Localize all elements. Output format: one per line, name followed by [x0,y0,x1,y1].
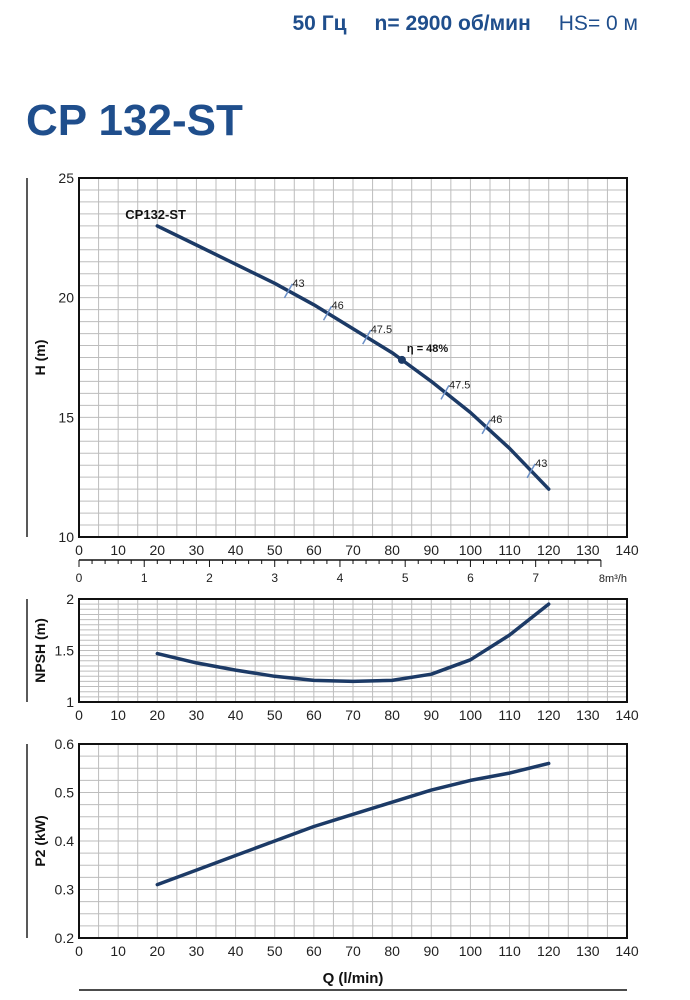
x-tick-label: 20 [149,707,165,723]
x-tick-label: 30 [189,707,205,723]
efficiency-tick [440,384,450,400]
y-tick-label: 10 [58,529,74,545]
efficiency-label: 46 [332,300,344,312]
y-tick-label: 1 [66,694,74,710]
y-tick-label: 20 [58,290,74,306]
x-tick-label: 120 [537,943,561,959]
x-tick-label: 70 [345,707,361,723]
secondary-tick-label: 4 [337,571,344,585]
series-line-npsh [155,602,551,684]
x-tick-label: 100 [459,943,483,959]
x-tick-label: 80 [384,707,400,723]
frequency: 50 Гц [292,12,347,35]
efficiency-tick [322,305,333,321]
best-efficiency-label: η = 48% [407,343,448,355]
x-tick-label: 100 [459,542,483,558]
x-tick-label: 10 [110,542,126,558]
y-tick-label: 1.5 [55,643,75,659]
efficiency-tick [362,329,372,345]
x-tick-label: 110 [498,542,521,558]
secondary-tick-label: 7 [532,571,539,585]
suction-height: HS= 0 м [558,12,638,35]
plot-frame [78,743,628,939]
secondary-tick-label: 6 [467,571,474,585]
x-tick-label: 130 [576,542,600,558]
plot-frame [78,598,628,703]
secondary-tick-label: 3 [271,571,278,585]
y-tick-label: 15 [58,409,74,425]
secondary-tick-label: 0 [76,571,83,585]
pump-model-title: CP 132-ST [26,96,243,145]
series-label: CP132-ST [125,207,186,222]
y-tick-label: 0.5 [55,785,75,801]
series-line-head [155,224,551,491]
x-tick-label: 0 [75,707,83,723]
x-tick-label: 20 [149,542,165,558]
x-tick-label: 50 [267,707,283,723]
efficiency-label: 43 [292,278,304,290]
x-tick-label: 80 [384,542,400,558]
x-tick-label: 60 [306,542,322,558]
x-tick-label: 30 [189,943,205,959]
y-axis-label: P2 (kW) [32,815,48,866]
x-tick-label: 130 [576,943,600,959]
x-tick-label: 90 [423,542,439,558]
efficiency-label: 47.5 [371,324,392,336]
x-tick-label: 110 [498,707,521,723]
x-tick-label: 0 [75,542,83,558]
efficiency-tick [526,463,536,479]
best-efficiency-point [397,355,406,364]
speed: n= 2900 об/мин [374,12,531,35]
secondary-tick-label: 5 [402,571,409,585]
y-axis-label: H (m) [32,340,48,376]
x-tick-label: 120 [537,542,561,558]
y-tick-label: 0.3 [55,882,75,898]
x-tick-label: 60 [306,707,322,723]
x-tick-label: 50 [267,542,283,558]
x-tick-label: 110 [498,943,521,959]
secondary-tick-label: 2 [206,571,213,585]
efficiency-tick [481,419,491,435]
efficiency-label: 47.5 [449,379,470,391]
x-tick-label: 140 [615,542,639,558]
x-tick-label: 140 [615,943,639,959]
x-tick-label: 80 [384,943,400,959]
y-axis-label: NPSH (m) [32,618,48,683]
x-tick-label: 0 [75,943,83,959]
y-tick-label: 0.4 [55,833,75,849]
x-tick-label: 30 [189,542,205,558]
x-tick-label: 120 [537,707,561,723]
x-axis-label: Q (l/min) [323,970,384,987]
x-tick-label: 40 [228,943,244,959]
x-tick-label: 40 [228,542,244,558]
efficiency-label: 46 [490,414,502,426]
efficiency-tick [283,283,294,299]
efficiency-label: 43 [535,458,547,470]
x-tick-label: 140 [615,707,639,723]
operating-conditions: 50 Гц n= 2900 об/мин HS= 0 м [265,12,639,36]
x-tick-label: 10 [110,943,126,959]
x-tick-label: 10 [110,707,126,723]
x-tick-label: 100 [459,707,483,723]
x-tick-label: 70 [345,943,361,959]
y-tick-label: 2 [66,591,74,607]
secondary-tick-label: 1 [141,571,148,585]
x-tick-label: 90 [423,707,439,723]
x-tick-label: 40 [228,707,244,723]
x-tick-label: 70 [345,542,361,558]
y-tick-label: 0.6 [55,736,75,752]
y-tick-label: 0.2 [55,930,75,946]
x-tick-label: 20 [149,943,165,959]
x-tick-label: 50 [267,943,283,959]
y-tick-label: 25 [58,170,74,186]
x-tick-label: 130 [576,707,600,723]
series-line-power [155,761,551,887]
x-tick-label: 90 [423,943,439,959]
secondary-axis-unit: 8m³/h [599,573,627,585]
x-tick-label: 60 [306,943,322,959]
plot-frame [78,177,628,538]
